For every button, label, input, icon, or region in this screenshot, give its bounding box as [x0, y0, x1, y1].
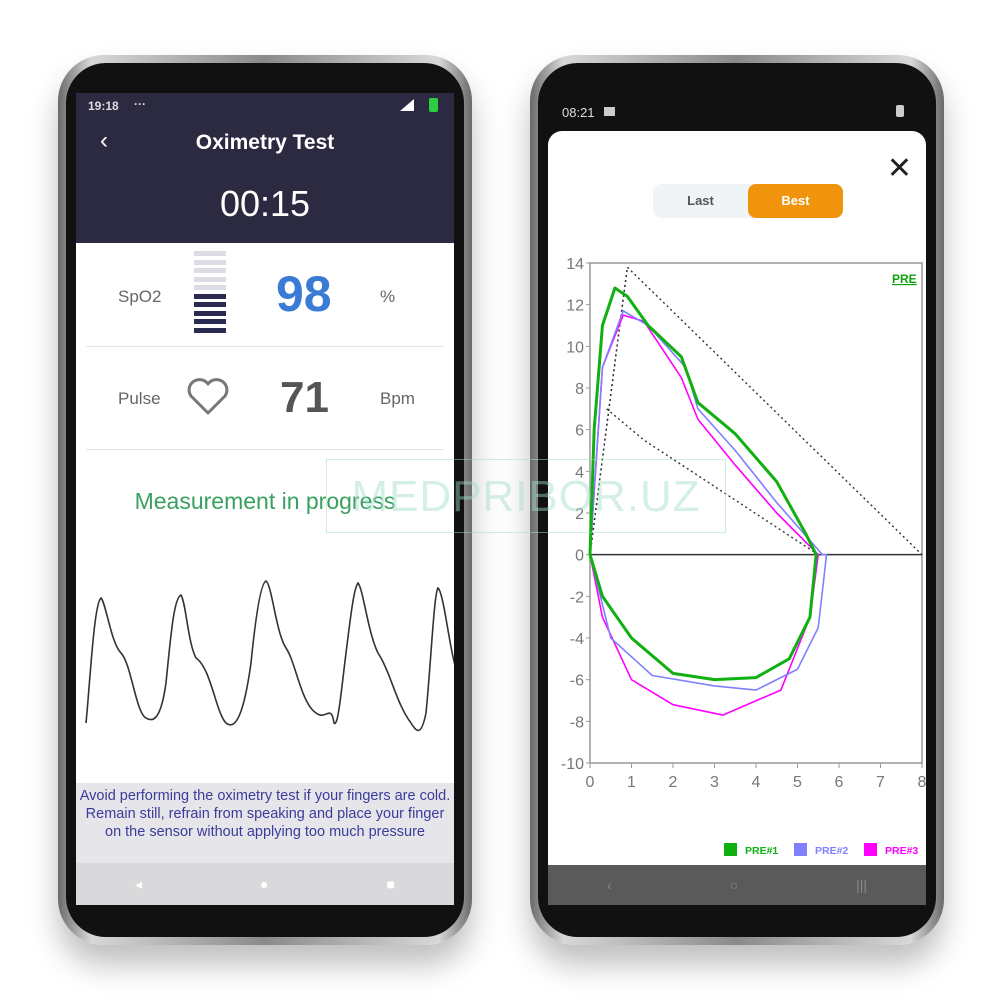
- spo2-level-bar: [194, 293, 226, 299]
- spo2-level-bar: [194, 285, 226, 290]
- nav-back-button[interactable]: ‹: [606, 877, 612, 893]
- nav-recents-button[interactable]: ■: [386, 876, 395, 892]
- spo2-level-bar: [194, 302, 226, 307]
- x-tick-label: 6: [835, 774, 844, 791]
- close-button[interactable]: ✕: [886, 152, 912, 185]
- nav-recents-button[interactable]: |||: [856, 877, 867, 893]
- instruction-cold-fingers: Avoid performing the oximetry test if yo…: [79, 788, 451, 804]
- series-line-pre1: [588, 286, 818, 682]
- legend-label: PRE#2: [815, 845, 848, 857]
- instruction-remain-still: Remain still, refrain from speaking and …: [85, 806, 445, 840]
- nav-back-button[interactable]: ◂: [135, 875, 143, 892]
- y-tick-label: -10: [561, 756, 584, 773]
- x-tick-label: 0: [586, 774, 595, 791]
- status-dots: ···: [134, 97, 146, 111]
- measurement-status: Measurement in progress: [134, 488, 396, 514]
- header: 19:18 ··· ‹ Oximetry Test 00:15: [76, 93, 454, 243]
- y-tick-label: 0: [575, 548, 584, 565]
- spo2-level-bar: [194, 251, 226, 256]
- spo2-value: 98: [276, 266, 332, 322]
- battery-icon: [429, 98, 438, 112]
- status-time: 19:18: [88, 99, 119, 113]
- reference-line: [606, 408, 819, 556]
- y-tick-label: 6: [575, 423, 584, 440]
- y-tick-label: 2: [575, 506, 584, 523]
- instructions-box: Avoid performing the oximetry test if yo…: [76, 783, 454, 863]
- back-button[interactable]: ‹: [100, 127, 108, 154]
- image-icon: [604, 107, 615, 116]
- series-line-pre3: [589, 314, 820, 716]
- page-title: Oximetry Test: [195, 131, 335, 154]
- pulse-value: 71: [280, 373, 329, 422]
- signal-icon: [400, 99, 414, 111]
- y-tick-label: -8: [570, 714, 584, 731]
- x-tick-label: 5: [793, 774, 802, 791]
- nav-bar: ‹ ○ |||: [548, 865, 926, 905]
- pulse-label: Pulse: [118, 389, 161, 408]
- spo2-level-indicator: [194, 251, 226, 336]
- chart-card: Last Best ✕ 14 12 10 8 6 4 2 0 -2 -4 -6 -8 -10 0 1 2 3 4 5…: [548, 131, 926, 865]
- y-tick-label: -6: [570, 673, 584, 690]
- spirometry-screen: 08:21 Last Best ✕ 14 12 10 8 6 4 2 0 -2 -4 -6 -8 -10…: [548, 93, 926, 905]
- y-tick-label: 8: [575, 381, 584, 398]
- series-line-pre2: [589, 310, 828, 691]
- y-tick-label: -4: [570, 631, 584, 648]
- pulse-unit: Bpm: [380, 389, 415, 408]
- spo2-level-bar: [194, 276, 226, 282]
- x-tick-label: 4: [752, 774, 761, 791]
- tab-last[interactable]: Last: [687, 193, 714, 208]
- spo2-level-bar: [194, 327, 226, 333]
- spo2-label: SpO2: [118, 287, 162, 306]
- legend-swatch: [864, 843, 877, 856]
- x-tick-label: 3: [710, 774, 719, 791]
- timer: 00:15: [219, 183, 311, 224]
- chart-title: PRE: [892, 272, 917, 286]
- tab-switcher: Last Best: [653, 184, 843, 218]
- spo2-level-bar: [194, 268, 226, 273]
- nav-home-button[interactable]: ○: [729, 877, 739, 893]
- spo2-unit: %: [380, 287, 396, 306]
- pulse-row: Pulse 71 Bpm: [86, 347, 444, 450]
- tab-best[interactable]: Best: [748, 184, 843, 218]
- oximetry-screen: 19:18 ··· ‹ Oximetry Test 00:15 SpO2 98 …: [76, 93, 454, 905]
- pulse-waveform: [85, 580, 454, 732]
- spo2-level-bar: [194, 319, 226, 324]
- spo2-row: SpO2 98 %: [86, 243, 444, 347]
- y-tick-label: 4: [575, 464, 584, 481]
- nav-bar: ◂ ● ■: [76, 863, 454, 905]
- x-tick-label: 7: [876, 774, 885, 791]
- left-phone: 19:18 ··· ‹ Oximetry Test 00:15 SpO2 98 …: [58, 55, 472, 945]
- watermark: MEDPRIBOR.UZ: [326, 459, 726, 533]
- spo2-level-bar: [194, 259, 226, 265]
- spo2-level-bar: [194, 310, 226, 316]
- legend-label: PRE#3: [885, 845, 918, 857]
- x-tick-label: 2: [669, 774, 678, 791]
- y-tick-label: 12: [566, 298, 584, 315]
- nav-home-button[interactable]: ●: [260, 876, 269, 892]
- status-time: 08:21: [562, 105, 595, 120]
- legend-label: PRE#1: [745, 845, 778, 857]
- legend-swatch: [724, 843, 737, 856]
- heart-icon: [187, 378, 229, 415]
- legend-swatch: [794, 843, 807, 856]
- y-tick-label: 14: [566, 256, 584, 273]
- y-tick-label: -2: [570, 589, 584, 606]
- y-tick-label: 10: [566, 339, 584, 356]
- x-tick-label: 1: [627, 774, 636, 791]
- right-phone: 08:21 Last Best ✕ 14 12 10 8 6 4 2 0 -2 -4 -6 -8 -10…: [530, 55, 944, 945]
- battery-icon: [896, 105, 904, 117]
- x-tick-label: 8: [918, 774, 926, 791]
